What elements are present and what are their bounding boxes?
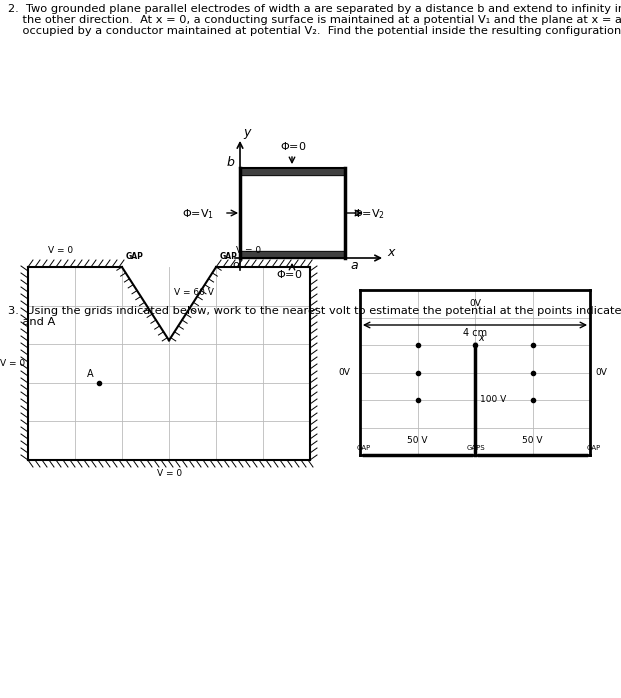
Text: the other direction.  At x = 0, a conducting surface is maintained at a potentia: the other direction. At x = 0, a conduct… xyxy=(8,15,621,25)
Text: x: x xyxy=(478,333,484,343)
Text: x: x xyxy=(387,246,394,259)
Text: b: b xyxy=(227,156,235,169)
Text: A: A xyxy=(86,369,93,379)
Text: V = 0: V = 0 xyxy=(236,246,261,255)
Text: a: a xyxy=(350,259,358,272)
Text: o: o xyxy=(232,260,238,270)
Text: occupied by a conductor maintained at potential V₂.  Find the potential inside t: occupied by a conductor maintained at po… xyxy=(8,26,621,36)
Text: GAP: GAP xyxy=(126,252,144,261)
Text: 2.  Two grounded plane parallel electrodes of width a are separated by a distanc: 2. Two grounded plane parallel electrode… xyxy=(8,4,621,14)
Text: GAPS: GAPS xyxy=(467,445,486,451)
Text: 0V: 0V xyxy=(469,299,481,308)
Text: and A: and A xyxy=(8,317,55,327)
Text: $\Phi$=V$_2$: $\Phi$=V$_2$ xyxy=(353,207,385,221)
Text: V = 0: V = 0 xyxy=(0,359,25,368)
Text: $\Phi$=0: $\Phi$=0 xyxy=(276,268,302,280)
Text: $\Phi$=V$_1$: $\Phi$=V$_1$ xyxy=(182,207,214,221)
Text: $\Phi$=0: $\Phi$=0 xyxy=(280,140,306,152)
Text: 0V: 0V xyxy=(595,368,607,377)
Text: GAP: GAP xyxy=(220,252,238,261)
Text: 4 cm: 4 cm xyxy=(463,328,487,338)
Text: 3.  Using the grids indicated below, work to the nearest volt to estimate the po: 3. Using the grids indicated below, work… xyxy=(8,306,621,316)
Text: V = 0: V = 0 xyxy=(48,246,73,255)
Text: y: y xyxy=(243,126,250,139)
Text: 50 V: 50 V xyxy=(407,436,428,445)
Text: GAP: GAP xyxy=(587,445,601,451)
Text: 50 V: 50 V xyxy=(522,436,543,445)
Text: 0V: 0V xyxy=(338,368,350,377)
Text: GAP: GAP xyxy=(357,445,371,451)
Text: V = 60 V: V = 60 V xyxy=(174,288,214,297)
Text: V = 0: V = 0 xyxy=(157,469,182,478)
Text: 100 V: 100 V xyxy=(480,395,506,404)
